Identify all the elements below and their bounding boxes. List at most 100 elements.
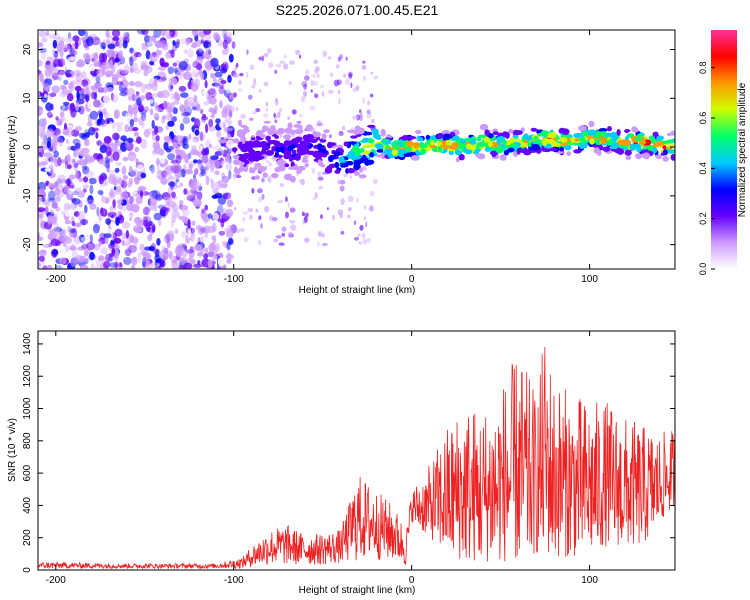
- spectrogram-noise-blob: [168, 181, 176, 187]
- spectrogram-ridge-blob: [572, 142, 579, 146]
- spectrogram-noise-blob: [49, 229, 59, 238]
- spectrogram-ridge-blob: [578, 125, 587, 131]
- spectrogram-noise-blob: [190, 70, 199, 78]
- spectrogram-noise-blob: [227, 251, 231, 257]
- spectrogram-noise-blob: [55, 240, 62, 246]
- spectrogram-noise-blob: [62, 101, 70, 106]
- spectrogram-noise-blob: [66, 178, 71, 187]
- spectrogram-ridge-blob: [265, 135, 272, 142]
- spectrogram-noise-blob: [139, 95, 145, 101]
- spectrogram-noise-blob: [287, 116, 291, 121]
- spectrogram-noise-blob: [199, 145, 203, 152]
- spectrogram-ridge-blob: [420, 148, 426, 156]
- spectrogram-noise-blob: [215, 118, 221, 124]
- spectrogram-noise-blob: [133, 131, 139, 137]
- spectrogram-noise-blob: [178, 85, 187, 92]
- spectrogram-ridge-blob: [354, 128, 360, 135]
- spectrogram-ridge-blob: [345, 160, 354, 166]
- spectrogram-y-label: Frequency (Hz): [7, 116, 18, 185]
- spectrogram-noise-blob: [335, 64, 340, 69]
- spectrogram-ridge-blob: [522, 142, 529, 147]
- spectrogram-ridge-blob: [491, 151, 497, 158]
- spectrogram-noise-blob: [94, 265, 104, 269]
- spectrogram-noise-blob: [259, 186, 262, 192]
- spectrogram-noise-blob: [357, 233, 361, 237]
- spectrogram-noise-blob: [38, 106, 44, 116]
- spectrogram-noise-blob: [212, 76, 217, 83]
- x-tick-label: 0: [409, 274, 415, 285]
- spectrogram-noise-blob: [137, 52, 146, 61]
- spectrogram-noise-blob: [170, 49, 175, 58]
- spectrogram-noise-blob: [112, 151, 120, 161]
- spectrogram-noise-blob: [193, 94, 198, 103]
- spectrogram-noise-blob: [49, 209, 54, 216]
- spectrogram-ridge-blob: [250, 152, 257, 160]
- spectrogram-ridge-blob: [380, 130, 386, 134]
- spectrogram-noise-blob: [163, 102, 172, 110]
- spectrogram-noise-blob: [134, 81, 143, 88]
- spectrogram-noise-blob: [258, 56, 263, 61]
- spectrogram-noise-blob: [216, 130, 222, 138]
- spectrogram-ridge-blob: [491, 147, 496, 151]
- spectrogram-noise-blob: [301, 81, 308, 88]
- spectrogram-noise-blob: [358, 241, 363, 245]
- spectrogram-noise-blob: [81, 218, 86, 226]
- y-tick-label: -10: [22, 188, 33, 203]
- spectrogram-noise-blob: [320, 214, 323, 220]
- spectrogram-noise-blob: [279, 183, 284, 187]
- spectrogram-noise-blob: [204, 166, 209, 171]
- spectrogram-noise-blob: [266, 159, 270, 164]
- spectrogram-ridge-blob: [286, 150, 292, 157]
- spectrogram-noise-blob: [152, 51, 157, 58]
- spectrogram-noise-blob: [178, 247, 186, 253]
- spectrogram-ridge-blob: [499, 154, 507, 161]
- spectrogram-ridge-blob: [298, 146, 303, 153]
- spectrogram-noise-blob: [221, 149, 225, 155]
- spectrogram-noise-blob: [80, 153, 88, 158]
- spectrogram-noise-blob: [205, 123, 209, 134]
- spectrogram-noise-blob: [137, 164, 144, 172]
- spectrogram-ridge-blob: [507, 147, 515, 153]
- spectrogram-noise-blob: [153, 30, 162, 38]
- spectrogram-noise-blob: [103, 233, 112, 239]
- spectrogram-noise-blob: [227, 74, 232, 83]
- spectrogram-noise-blob: [285, 211, 289, 219]
- spectrogram-ridge-blob: [255, 136, 261, 140]
- spectrogram-noise-blob: [173, 164, 182, 174]
- spectrogram-noise-blob: [304, 237, 310, 243]
- spectrogram-noise-blob: [105, 30, 110, 38]
- spectrogram-noise-blob: [57, 209, 65, 214]
- spectrogram-noise-blob: [155, 194, 164, 201]
- spectrogram-noise-blob: [45, 114, 49, 123]
- spectrogram-noise-blob: [172, 166, 181, 174]
- spectrogram-noise-blob: [89, 65, 96, 72]
- spectrogram-noise-blob: [85, 93, 90, 103]
- spectrogram-noise-blob: [285, 196, 288, 203]
- spectrogram-noise-blob: [122, 175, 128, 180]
- spectrogram-noise-blob: [205, 47, 211, 55]
- spectrogram-noise-blob: [131, 93, 136, 102]
- spectrogram-ridge-blob: [624, 149, 632, 156]
- spectrogram-ridge-blob: [496, 136, 501, 142]
- y-tick-label: -20: [22, 237, 33, 252]
- spectrogram-ridge-blob: [344, 156, 349, 160]
- spectrogram-noise-blob: [53, 150, 59, 158]
- spectrogram-noise-blob: [78, 132, 86, 139]
- spectrogram-noise-blob: [289, 207, 296, 213]
- spectrogram-noise-blob: [46, 141, 51, 149]
- spectrogram-noise-blob: [186, 101, 194, 108]
- spectrogram-noise-blob: [95, 39, 102, 45]
- spectrogram-noise-blob: [52, 249, 59, 256]
- spectrogram-noise-blob: [288, 81, 292, 85]
- spectrogram-noise-blob: [53, 32, 60, 40]
- spectrogram-noise-blob: [188, 163, 193, 170]
- spectrogram-ridge-blob: [283, 140, 291, 146]
- spectrogram-noise-blob: [71, 220, 76, 227]
- spectrogram-noise-blob: [149, 60, 155, 66]
- spectrogram-noise-blob: [87, 99, 94, 110]
- spectrogram-ridge-blob: [380, 152, 385, 160]
- spectrogram-noise-blob: [214, 243, 221, 252]
- spectrogram-noise-blob: [153, 212, 162, 221]
- spectrogram-noise-blob: [59, 257, 67, 265]
- spectrogram-ridge-blob: [531, 143, 541, 151]
